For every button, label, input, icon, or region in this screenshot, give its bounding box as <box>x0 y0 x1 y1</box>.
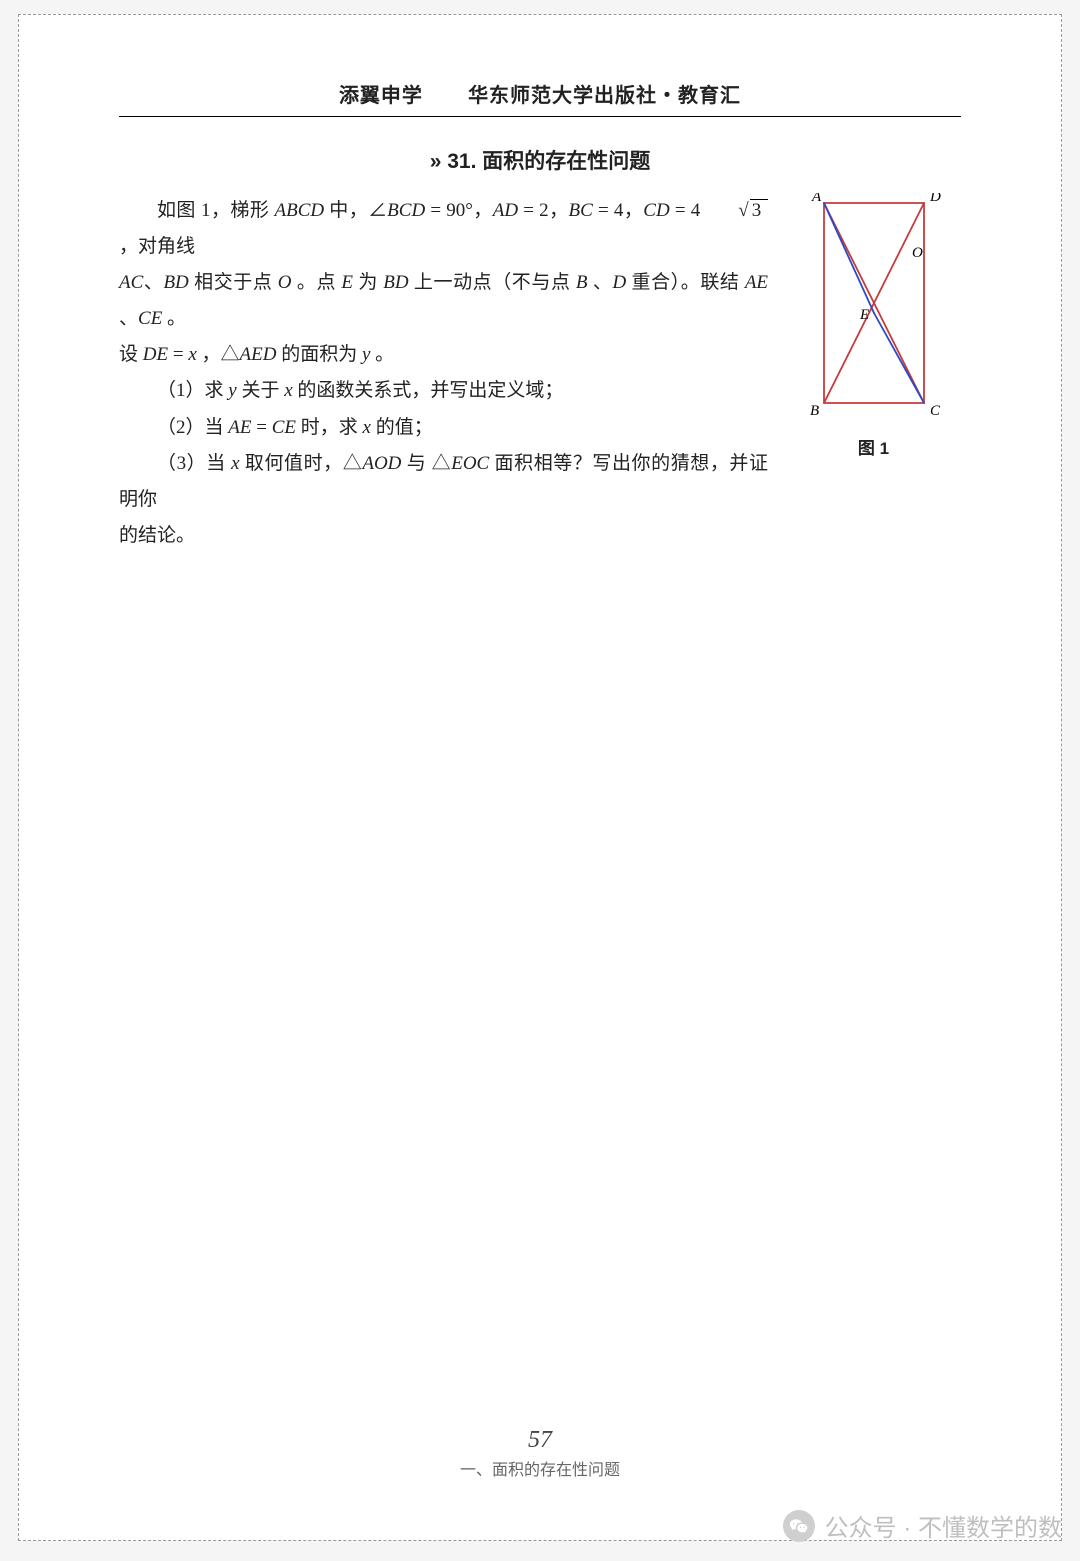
header-left: 添翼申学 <box>339 85 423 107</box>
svg-text:D: D <box>929 193 941 205</box>
viewport: 添翼申学 华东师范大学出版社・教育汇 » 31. 面积的存在性问题 如图 1，梯… <box>0 0 1080 1561</box>
wechat-icon <box>783 1510 815 1542</box>
problem-text: 如图 1，梯形 ABCD 中，∠BCD = 90°，AD = 2，BC = 4，… <box>119 193 768 554</box>
para-3: 设 DE = x ，△AED 的面积为 y 。 <box>119 337 768 373</box>
figure-caption: 图 1 <box>786 434 961 459</box>
header-right: 华东师范大学出版社・教育汇 <box>468 85 741 107</box>
page-footer: 57 一、面积的存在性问题 <box>19 1427 1061 1480</box>
content-row: 如图 1，梯形 ABCD 中，∠BCD = 90°，AD = 2，BC = 4，… <box>119 193 961 554</box>
para-1: 如图 1，梯形 ABCD 中，∠BCD = 90°，AD = 2，BC = 4，… <box>119 193 768 265</box>
svg-text:C: C <box>930 403 941 419</box>
figure-svg: A D B C O E <box>794 193 954 423</box>
svg-text:E: E <box>859 307 869 323</box>
question-2: （2）当 AE = CE 时，求 x 的值； <box>119 410 768 446</box>
question-1: （1）求 y 关于 x 的函数关系式，并写出定义域； <box>119 373 768 409</box>
section-title: » 31. 面积的存在性问题 <box>119 145 961 175</box>
svg-text:B: B <box>810 403 819 419</box>
para-2: AC、BD 相交于点 O 。点 E 为 BD 上一动点（不与点 B 、D 重合）… <box>119 265 768 337</box>
svg-text:O: O <box>912 245 923 261</box>
watermark: 公众号 · 不懂数学的数 <box>783 1508 1062 1543</box>
page-number: 57 <box>19 1427 1061 1454</box>
page: 添翼申学 华东师范大学出版社・教育汇 » 31. 面积的存在性问题 如图 1，梯… <box>18 14 1062 1541</box>
watermark-text: 公众号 · 不懂数学的数 <box>825 1508 1062 1543</box>
page-header: 添翼申学 华东师范大学出版社・教育汇 <box>119 79 961 117</box>
question-3: （3）当 x 取何值时，△AOD 与 △EOC 面积相等？写出你的猜想，并证明你 <box>119 446 768 518</box>
footer-text: 一、面积的存在性问题 <box>19 1456 1061 1480</box>
question-3b: 的结论。 <box>119 518 768 554</box>
figure-1: A D B C O E 图 1 <box>786 193 961 554</box>
svg-text:A: A <box>811 193 822 205</box>
